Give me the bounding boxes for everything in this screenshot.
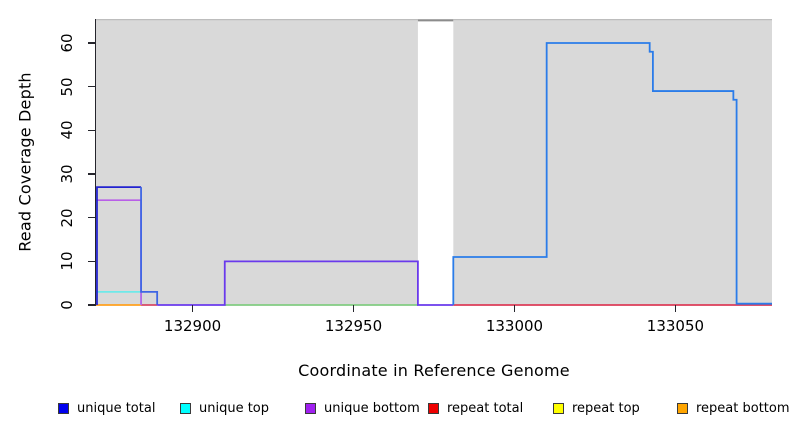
y-tick-label: 60 <box>58 33 76 53</box>
x-tick-mark <box>513 305 516 312</box>
x-tick-label: 132950 <box>324 317 383 335</box>
legend-label: unique bottom <box>324 400 420 416</box>
y-tick-mark <box>88 260 96 262</box>
legend-label: repeat top <box>572 400 640 416</box>
plot-area <box>96 19 772 306</box>
x-tick-label: 133050 <box>646 317 705 335</box>
x-tick-label: 133000 <box>485 317 544 335</box>
y-tick-mark <box>88 86 96 88</box>
legend-label: repeat bottom <box>696 400 790 416</box>
x-tick-label: 132900 <box>163 317 222 335</box>
plot-background-region <box>453 19 772 305</box>
legend-swatch-icon <box>553 402 564 414</box>
legend-label: repeat total <box>447 400 524 416</box>
legend-swatch-icon <box>305 402 316 414</box>
y-tick-mark <box>88 173 96 175</box>
legend-swatch-icon <box>677 402 688 414</box>
legend-item-repeat-top: repeat top <box>553 398 640 418</box>
y-tick-label: 0 <box>58 300 76 310</box>
legend-label: unique top <box>199 400 270 416</box>
legend-item-repeat-total: repeat total <box>428 398 523 418</box>
y-tick-mark <box>88 304 96 306</box>
unique-total-step3-line <box>140 187 159 305</box>
unique-total-mid-block-line <box>157 260 454 306</box>
legend-item-unique-top: unique top <box>180 398 269 418</box>
y-tick-label: 40 <box>58 120 76 140</box>
plot-background-region <box>96 19 418 305</box>
y-tick-mark <box>88 42 96 44</box>
legend-label: unique total <box>77 400 156 416</box>
legend-swatch-icon <box>58 402 69 414</box>
legend-item-unique-bottom: unique bottom <box>305 398 420 418</box>
y-tick-mark <box>88 129 96 131</box>
y-tick-label: 30 <box>58 164 76 184</box>
legend-swatch-icon <box>428 402 439 414</box>
y-tick-label: 10 <box>58 251 76 271</box>
y-tick-label: 50 <box>58 77 76 97</box>
legend-item-repeat-bottom: repeat bottom <box>677 398 790 418</box>
unique-total-right-block-line <box>452 42 772 305</box>
y-tick-label: 20 <box>58 208 76 228</box>
unique-total-left-block-line <box>96 186 142 305</box>
legend-item-unique-total: unique total <box>58 398 155 418</box>
y-tick-mark <box>88 217 96 219</box>
y-axis-title: Read Coverage Depth <box>15 72 35 252</box>
chart-canvas <box>96 19 772 306</box>
y-axis-line <box>95 19 97 305</box>
x-axis-title: Coordinate in Reference Genome <box>298 361 570 380</box>
legend-swatch-icon <box>180 402 191 414</box>
x-tick-mark <box>352 305 355 312</box>
x-tick-mark <box>674 305 677 312</box>
chart-legend: unique total unique top unique bottom repea… <box>0 398 792 422</box>
x-tick-mark <box>191 305 194 312</box>
